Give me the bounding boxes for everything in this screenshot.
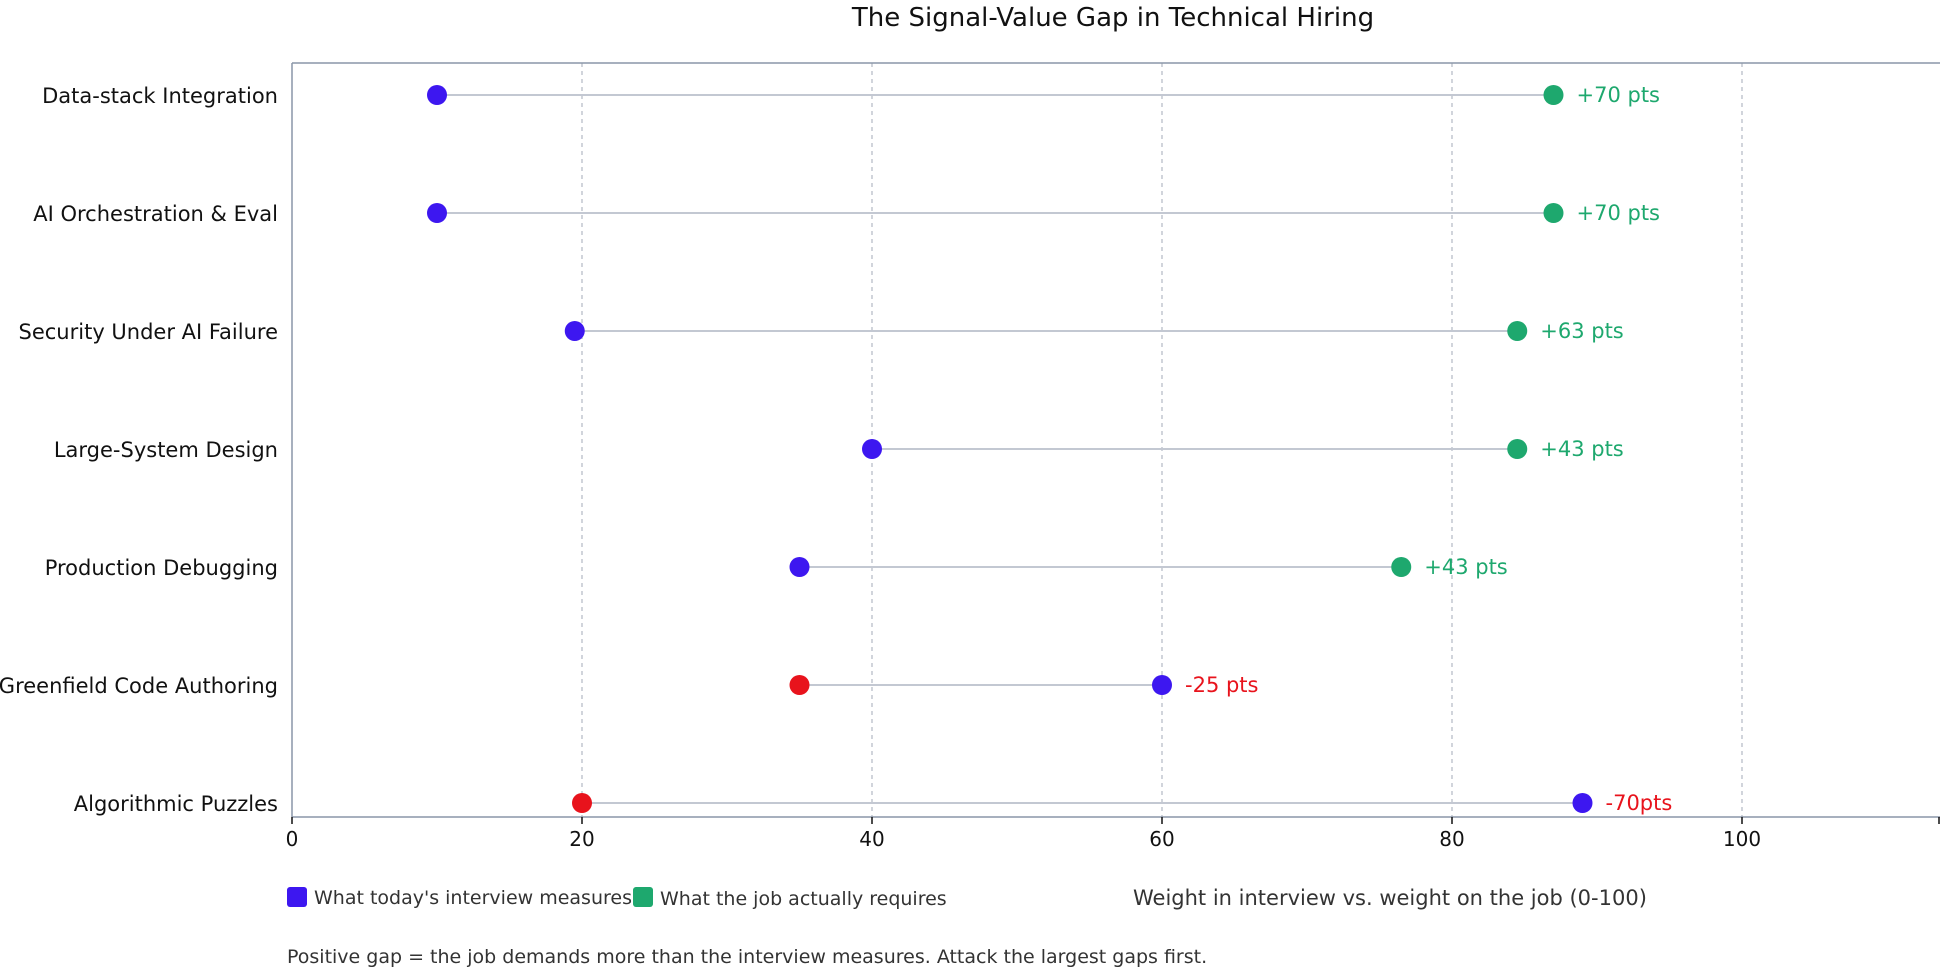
legend-swatch-interview [287,887,307,907]
interview-point [1152,675,1172,695]
dumbbell-row: Large-System Design +43 pts [54,437,1624,462]
interview-point [427,85,447,105]
job-point [1543,203,1564,223]
category-label: Algorithmic Puzzles [74,792,278,816]
x-axis-ticks: 0 20 40 60 80 100 [286,817,1761,851]
job-point [789,675,810,695]
job-point [1507,439,1528,459]
category-label: AI Orchestration & Eval [33,202,278,226]
job-point [1507,321,1528,341]
interview-point [862,439,882,459]
x-axis-label: Weight in interview vs. weight on the jo… [1133,886,1647,910]
dumbbell-row: AI Orchestration & Eval +70 pts [33,201,1660,226]
footnote: Positive gap = the job demands more than… [287,946,1207,968]
job-point [1391,557,1412,577]
legend-label-interview: What today's interview measures [314,887,632,909]
x-tick-label: 20 [569,827,594,851]
gap-label: +63 pts [1540,319,1624,343]
dumbbell-row: Production Debugging +43 pts [45,555,1508,580]
x-tick-label: 60 [1149,827,1174,851]
legend-label-job: What the job actually requires [660,888,947,910]
gap-label: -70pts [1606,791,1673,815]
gap-label: +43 pts [1540,437,1624,461]
interview-point [789,557,810,577]
chart-title: The Signal-Value Gap in Technical Hiring [851,3,1374,33]
dumbbell-row: Data-stack Integration +70 pts [42,83,1660,108]
x-tick-label: 100 [1723,827,1761,851]
category-label: Security Under AI Failure [19,320,278,344]
legend: What today's interview measures What the… [287,887,947,910]
x-tick-label: 40 [859,827,884,851]
gap-label: +70 pts [1577,201,1661,225]
x-tick-label: 0 [286,827,299,851]
category-label: Production Debugging [45,556,278,580]
x-tick-label: 80 [1439,827,1464,851]
category-label: Greenfield Code Authoring [0,674,278,698]
legend-swatch-job [633,887,653,907]
interview-point [427,203,447,223]
dumbbell-row: Security Under AI Failure +63 pts [19,319,1624,344]
interview-point [564,321,585,341]
category-label: Data-stack Integration [42,84,278,108]
interview-point [1572,793,1593,813]
dumbbell-row: Greenfield Code Authoring -25 pts [0,673,1258,698]
axes [291,62,1940,824]
dumbbell-row: Algorithmic Puzzles -70pts [74,791,1673,816]
category-label: Large-System Design [54,438,278,462]
gap-label: +70 pts [1577,83,1661,107]
job-point [572,793,592,813]
gap-label: -25 pts [1185,673,1258,697]
job-point [1543,85,1564,105]
gap-label: +43 pts [1424,555,1508,579]
